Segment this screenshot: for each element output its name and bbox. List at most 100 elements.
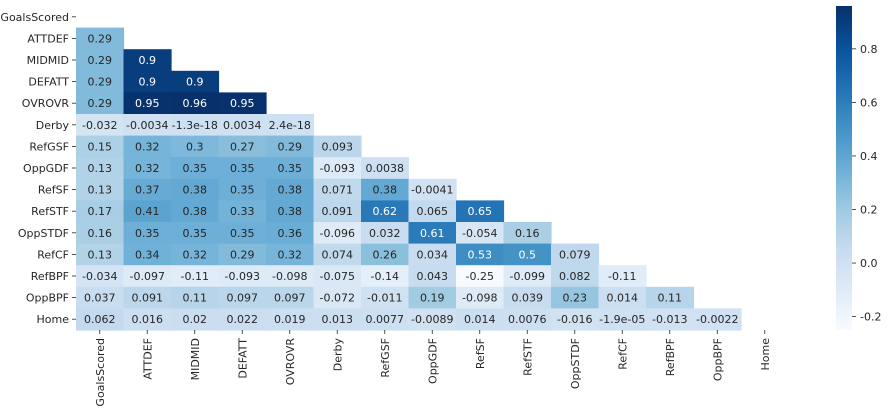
heatmap-cell-refcf-oppstdf bbox=[551, 243, 600, 266]
cell-value-label: 0.96 bbox=[183, 97, 208, 110]
heatmap-cell-refbpf-ovrovr bbox=[266, 265, 315, 288]
heatmap-cell-refstf-refgsf bbox=[361, 200, 410, 223]
cell-value-label: -0.093 bbox=[225, 270, 260, 283]
cell-value-label: 2.4e-18 bbox=[269, 119, 311, 132]
colorbar-tick-label: 0.2 bbox=[860, 204, 878, 217]
cell-value-label: 0.0038 bbox=[366, 162, 405, 175]
cell-value-label: 0.037 bbox=[84, 292, 116, 305]
cell-value-label: -0.054 bbox=[462, 227, 497, 240]
cell-value-label: 0.014 bbox=[607, 292, 639, 305]
heatmap-cell-oppgdf-defatt bbox=[218, 157, 267, 180]
heatmap-cell-refstf-midmid bbox=[171, 200, 220, 223]
cell-value-label: 0.15 bbox=[88, 140, 113, 153]
heatmap-cell-oppbpf-oppstdf bbox=[551, 286, 600, 309]
cell-value-label: 0.29 bbox=[88, 32, 113, 45]
cell-value-label: 0.65 bbox=[468, 205, 493, 218]
cell-value-label: 0.016 bbox=[132, 313, 164, 326]
heatmap-cell-oppstdf-oppgdf bbox=[408, 222, 457, 245]
cell-value-label: 0.29 bbox=[278, 140, 303, 153]
cell-value-label: 0.091 bbox=[322, 205, 354, 218]
heatmap-cell-home-midmid bbox=[171, 308, 220, 331]
cell-value-label: 0.32 bbox=[135, 140, 160, 153]
cell-value-label: 0.062 bbox=[84, 313, 116, 326]
cell-value-label: -0.0041 bbox=[411, 184, 453, 197]
colorbar-tick-label: 0.8 bbox=[860, 43, 878, 56]
heatmap-cell-derby-goalsscored bbox=[76, 114, 125, 137]
heatmap-cell-defatt-attdef bbox=[123, 70, 172, 93]
cell-value-label: 0.36 bbox=[278, 227, 303, 240]
heatmap-cell-oppstdf-defatt bbox=[218, 222, 267, 245]
cell-value-label: 0.034 bbox=[417, 248, 449, 261]
heatmap-cell-oppstdf-refgsf bbox=[361, 222, 410, 245]
heatmap-cell-refstf-defatt bbox=[218, 200, 267, 223]
cell-value-label: 0.13 bbox=[88, 184, 113, 197]
heatmap-cell-refsf-derby bbox=[313, 178, 362, 201]
x-tick-label-home: Home bbox=[759, 338, 772, 371]
cell-value-label: 0.32 bbox=[183, 248, 208, 261]
cell-value-label: 0.35 bbox=[230, 227, 255, 240]
cell-value-label: 0.039 bbox=[512, 292, 544, 305]
cell-value-label: -0.11 bbox=[181, 270, 209, 283]
heatmap-cell-refcf-midmid bbox=[171, 243, 220, 266]
heatmap-cell-oppstdf-attdef bbox=[123, 222, 172, 245]
heatmap-cell-refsf-attdef bbox=[123, 178, 172, 201]
heatmap-cell-refbpf-midmid bbox=[171, 265, 220, 288]
y-tick-label-refgsf: RefGSF bbox=[29, 140, 69, 153]
y-tick-label-refcf: RefCF bbox=[37, 248, 69, 261]
cell-value-label: 0.0076 bbox=[508, 313, 547, 326]
cell-value-label: 0.0077 bbox=[366, 313, 405, 326]
x-tick-label-goalsscored: GoalsScored bbox=[94, 338, 107, 407]
heatmap-cell-refbpf-oppgdf bbox=[408, 265, 457, 288]
y-tick-label-home: Home bbox=[37, 313, 70, 326]
x-tick-label-attdef: ATTDEF bbox=[141, 338, 154, 380]
cell-value-label: 0.32 bbox=[135, 162, 160, 175]
heatmap-cell-home-ovrovr bbox=[266, 308, 315, 331]
heatmap-cell-refcf-refsf bbox=[456, 243, 505, 266]
cell-value-label: -0.013 bbox=[652, 313, 687, 326]
cell-value-label: -0.25 bbox=[466, 270, 494, 283]
cell-value-label: 0.097 bbox=[227, 292, 259, 305]
cell-value-label: 0.29 bbox=[88, 97, 113, 110]
cell-value-label: -0.011 bbox=[367, 292, 402, 305]
cell-value-label: 0.19 bbox=[420, 292, 445, 305]
heatmap-cell-refgsf-goalsscored bbox=[76, 135, 125, 158]
cell-value-label: 0.37 bbox=[135, 184, 160, 197]
cell-value-label: -0.034 bbox=[82, 270, 117, 283]
y-tick-label-refbpf: RefBPF bbox=[31, 270, 69, 283]
heatmap-cell-oppbpf-defatt bbox=[218, 286, 267, 309]
heatmap-cell-refbpf-defatt bbox=[218, 265, 267, 288]
heatmap-cell-home-derby bbox=[313, 308, 362, 331]
y-tick-label-oppstdf: OppSTDF bbox=[18, 227, 69, 240]
cell-value-label: 0.043 bbox=[417, 270, 449, 283]
x-tick-label-oppgdf: OppGDF bbox=[426, 338, 439, 384]
cell-value-label: 0.093 bbox=[322, 140, 354, 153]
heatmap-cell-oppbpf-refcf bbox=[598, 286, 647, 309]
cell-value-label: 0.02 bbox=[183, 313, 208, 326]
heatmap-cell-home-refgsf bbox=[361, 308, 410, 331]
heatmap-cell-defatt-midmid bbox=[171, 70, 220, 93]
heatmap-cell-ovrovr-goalsscored bbox=[76, 92, 125, 115]
y-tick-label-midmid: MIDMID bbox=[27, 54, 69, 67]
heatmap-cell-home-refbpf bbox=[646, 308, 695, 331]
cell-value-label: -0.099 bbox=[510, 270, 545, 283]
heatmap-cell-refsf-oppgdf bbox=[408, 178, 457, 201]
heatmap-cell-ovrovr-defatt bbox=[218, 92, 267, 115]
x-tick-label-defatt: DEFATT bbox=[236, 338, 249, 379]
heatmap-cell-refcf-goalsscored bbox=[76, 243, 125, 266]
y-tick-label-refsf: RefSF bbox=[38, 184, 69, 197]
cell-value-label: -0.072 bbox=[320, 292, 355, 305]
heatmap-cell-refsf-midmid bbox=[171, 178, 220, 201]
heatmap-cell-home-oppgdf bbox=[408, 308, 457, 331]
x-tick-label-refcf: RefCF bbox=[616, 338, 629, 370]
y-tick-label-goalsscored: GoalsScored bbox=[0, 11, 69, 24]
heatmap-cell-oppgdf-goalsscored bbox=[76, 157, 125, 180]
cell-value-label: 0.35 bbox=[135, 227, 160, 240]
heatmap-cell-refbpf-attdef bbox=[123, 265, 172, 288]
cell-value-label: 0.38 bbox=[183, 205, 208, 218]
heatmap-cell-refcf-defatt bbox=[218, 243, 267, 266]
cell-value-label: 0.27 bbox=[230, 140, 255, 153]
y-tick-label-oppgdf: OppGDF bbox=[23, 162, 69, 175]
y-tick-label-ovrovr: OVROVR bbox=[22, 97, 70, 110]
cell-value-label: -0.075 bbox=[320, 270, 355, 283]
cell-value-label: 0.9 bbox=[139, 54, 157, 67]
